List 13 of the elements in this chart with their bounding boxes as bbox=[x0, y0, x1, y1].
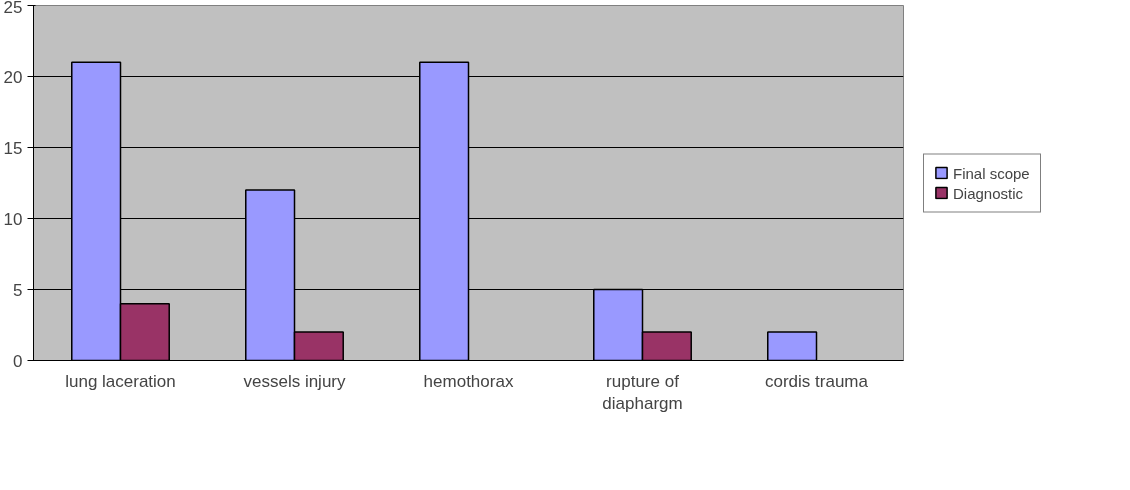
y-tick-label: 20 bbox=[3, 67, 23, 87]
x-tick-label: lung laceration bbox=[65, 371, 176, 391]
y-tick-label: 10 bbox=[3, 209, 23, 229]
x-tick-label: vessels injury bbox=[243, 371, 347, 391]
y-tick-label: 0 bbox=[13, 351, 23, 371]
x-tick-label: rupture of diaphargm bbox=[602, 371, 683, 414]
legend-label: Final scope bbox=[953, 164, 1030, 181]
y-tick-label: 15 bbox=[3, 138, 23, 158]
y-tick-label: 5 bbox=[13, 280, 23, 300]
y-tick-label: 25 bbox=[3, 0, 23, 17]
x-tick-label: cordis trauma bbox=[765, 371, 869, 391]
legend-label: Diagnostic bbox=[953, 184, 1024, 201]
x-tick-label: hemothorax bbox=[423, 371, 514, 391]
